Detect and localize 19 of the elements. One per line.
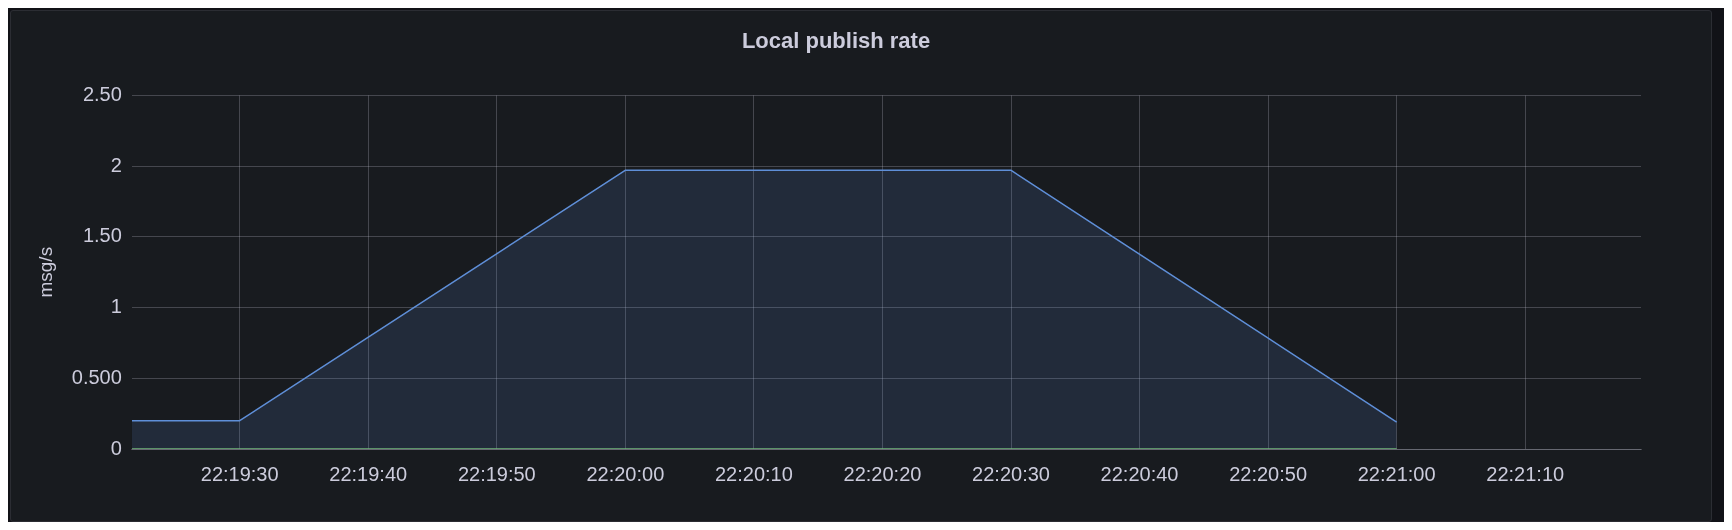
x-tick-label: 22:20:20 bbox=[843, 462, 922, 485]
y-tick-label: 1 bbox=[110, 295, 122, 318]
x-tick-label: 22:21:00 bbox=[1357, 462, 1436, 485]
x-tick-label: 22:20:40 bbox=[1100, 462, 1179, 485]
x-tick-label: 22:20:00 bbox=[586, 462, 665, 485]
y-axis-title: msg/s bbox=[34, 246, 56, 298]
x-tick-label: 22:20:50 bbox=[1229, 462, 1308, 485]
x-tick-label: 22:20:30 bbox=[972, 462, 1050, 485]
y-tick-label: 2.50 bbox=[82, 82, 122, 105]
x-tick-label: 22:21:10 bbox=[1486, 462, 1565, 485]
y-tick-label: 0.500 bbox=[71, 365, 122, 388]
chart-title: Local publish rate bbox=[741, 28, 931, 54]
x-tick-label: 22:19:30 bbox=[200, 462, 279, 485]
x-tick-label: 22:20:10 bbox=[714, 462, 793, 485]
x-tick-label: 22:19:40 bbox=[329, 462, 408, 485]
x-tick-label: 22:19:50 bbox=[457, 462, 536, 485]
y-tick-label: 1.50 bbox=[82, 224, 122, 247]
y-tick-label: 0 bbox=[110, 436, 122, 459]
y-tick-label: 2 bbox=[110, 153, 122, 176]
